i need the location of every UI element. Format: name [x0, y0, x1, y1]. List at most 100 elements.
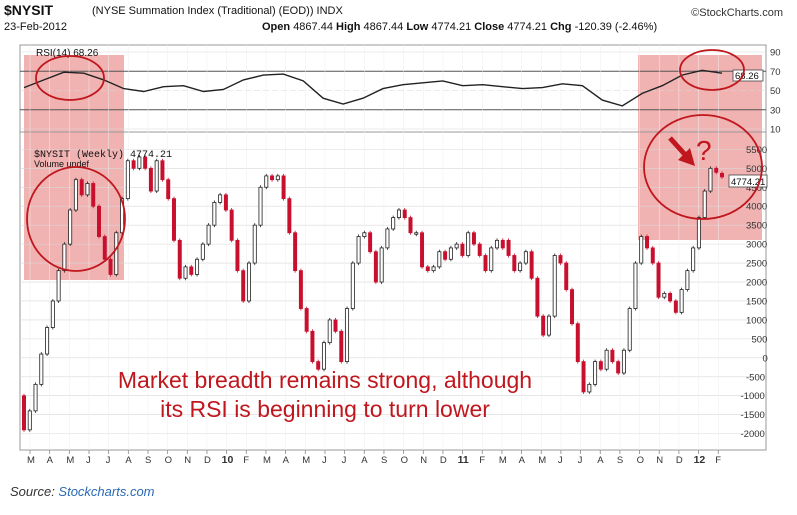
candle [546, 315, 551, 336]
x-tick-label: F [715, 455, 721, 466]
candle [68, 209, 73, 245]
candle [362, 232, 367, 237]
candle [702, 190, 707, 218]
candle [448, 247, 453, 260]
x-tick-label: 12 [694, 454, 706, 466]
candle [39, 353, 44, 385]
candle [356, 236, 361, 264]
candle [177, 239, 182, 279]
circle-rsi-left [35, 55, 105, 101]
candle [327, 319, 332, 344]
source-caption: Source: Stockcharts.com [10, 484, 155, 499]
candle [91, 183, 96, 207]
x-tick-label: A [519, 455, 526, 466]
candle [402, 209, 407, 218]
candle [281, 175, 286, 200]
candle [385, 228, 390, 249]
candle [218, 194, 223, 203]
candle [425, 266, 430, 272]
candle [114, 232, 119, 275]
candle [339, 330, 344, 363]
candle [621, 349, 626, 374]
price-y-tick-label: 5000 [746, 164, 767, 175]
x-tick-label: N [420, 455, 427, 466]
candle [137, 156, 142, 169]
candle [714, 167, 719, 173]
candle [679, 289, 684, 313]
price-last-value-box [728, 174, 768, 188]
candle [223, 194, 228, 211]
candle [598, 361, 603, 370]
source-link[interactable]: Stockcharts.com [58, 484, 155, 499]
x-tick-label: J [322, 455, 327, 466]
candle [656, 262, 661, 298]
candle [258, 186, 263, 226]
price-candles [22, 154, 724, 432]
candle [131, 160, 136, 169]
candle [229, 209, 234, 241]
rsi-y-tick-label: 90 [770, 48, 781, 59]
low-value: 4774.21 [431, 21, 472, 33]
price-y-tick-label: 0 [763, 353, 768, 364]
candle [593, 361, 598, 385]
candle [102, 236, 107, 260]
candle [85, 183, 90, 196]
x-tick-label: N [656, 455, 663, 466]
candle [408, 217, 413, 234]
candle [633, 262, 638, 309]
arrow-icon [668, 136, 695, 166]
candle [293, 232, 298, 272]
candle [512, 255, 517, 272]
candle [235, 239, 240, 272]
candle [391, 217, 396, 230]
candle [639, 236, 644, 264]
x-tick-label: A [283, 455, 290, 466]
candle [691, 247, 696, 272]
x-tick-label: A [361, 455, 368, 466]
candle [587, 383, 592, 393]
candle [264, 175, 269, 188]
rsi-y-tick-label: 30 [770, 105, 781, 116]
candle [373, 251, 378, 283]
candle [321, 342, 326, 370]
price-legend: $NYSIT (Weekly) 4774.21 [34, 149, 172, 161]
rsi-legend: RSI(14) 68.26 [36, 48, 99, 59]
candle [581, 361, 586, 393]
candle [79, 179, 84, 196]
candle [645, 236, 649, 249]
x-tick-label: J [86, 455, 91, 466]
candle [460, 243, 465, 256]
chg-value: -120.39 (-2.46%) [574, 21, 658, 33]
rsi-grid [20, 51, 766, 130]
symbol-description: (NYSE Summation Index (Traditional) (EOD… [92, 5, 343, 17]
candle [708, 167, 713, 192]
candle [396, 209, 401, 218]
price-y-tick-label: 500 [752, 334, 768, 345]
price-y-tick-label: 3500 [746, 221, 767, 232]
candle [275, 175, 280, 181]
x-tick-label: O [637, 455, 644, 466]
candle [477, 243, 482, 256]
candle [466, 232, 471, 256]
candle [56, 270, 61, 302]
rsi-last-value-box [732, 69, 764, 82]
candle [241, 270, 246, 302]
rsi-y-ticks: 90 70 50 30 10 [770, 48, 781, 136]
annotation-text: Market breadth remains strong, although … [60, 366, 590, 424]
candle [316, 361, 321, 370]
price-y-tick-label: 2000 [746, 278, 767, 289]
candle [610, 349, 615, 363]
candle [195, 258, 200, 275]
rsi-line [23, 69, 723, 107]
candle [166, 179, 171, 200]
price-last-value: 4774.21 [731, 177, 765, 188]
ohlc-readout: Open 4867.44 High 4867.44 Low 4774.21 Cl… [262, 21, 657, 33]
candle [45, 327, 50, 355]
candle [50, 300, 55, 328]
candle [575, 323, 580, 363]
candle [414, 232, 419, 235]
x-tick-label: A [125, 455, 132, 466]
price-grid [20, 45, 766, 450]
